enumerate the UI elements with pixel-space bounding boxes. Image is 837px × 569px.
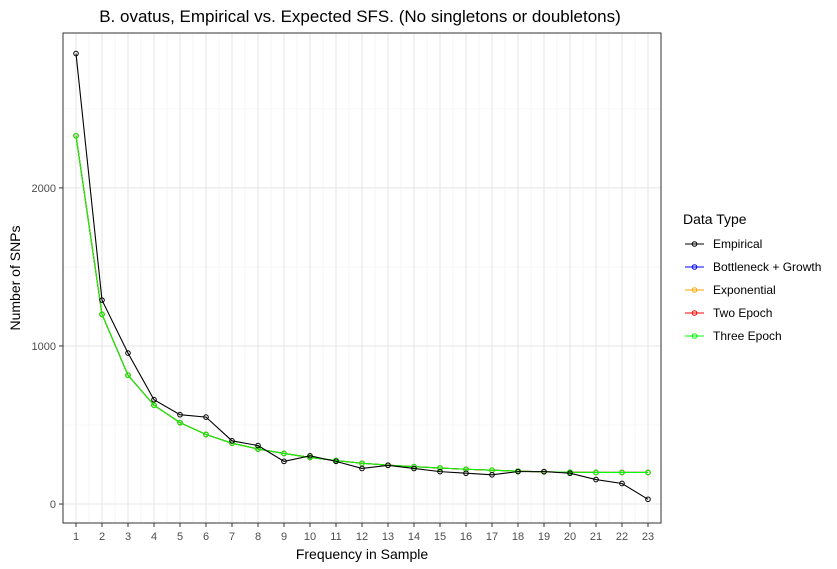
data-point — [645, 496, 651, 503]
data-point — [203, 414, 209, 420]
legend: Data Type Empirical Bottleneck + Growth Ex… — [683, 211, 821, 343]
y-tick-label: 2000 — [32, 183, 56, 195]
data-point — [411, 463, 417, 470]
series-line — [75, 53, 649, 500]
data-point — [463, 466, 469, 473]
y-tick-label: 1000 — [32, 341, 56, 353]
y-tick-label: 0 — [50, 499, 56, 511]
x-tick-label: 4 — [151, 531, 157, 543]
x-tick-label: 9 — [281, 531, 287, 543]
data-point — [281, 450, 287, 457]
x-tick-label: 22 — [616, 531, 628, 543]
legend-key-point — [691, 333, 698, 339]
x-tick-label: 16 — [460, 531, 472, 543]
x-tick-label: 17 — [486, 531, 498, 543]
x-tick-label: 3 — [125, 531, 131, 543]
data-point — [281, 458, 287, 465]
x-tick-label: 15 — [434, 531, 446, 543]
data-point — [99, 297, 105, 303]
x-tick-label: 8 — [255, 531, 261, 543]
legend-item: Two Epoch — [685, 306, 772, 320]
x-tick-label: 13 — [382, 531, 394, 543]
data-point — [359, 465, 365, 472]
data-point — [645, 469, 651, 476]
x-tick-label: 12 — [356, 531, 368, 543]
data-point — [437, 468, 443, 475]
data-point — [125, 372, 131, 379]
x-tick-label: 11 — [330, 531, 341, 543]
legend-key-point — [691, 287, 698, 293]
data-point — [177, 411, 183, 418]
x-axis: 1 2 3 4 5 6 7 8 9 10 11 12 13 14 15 16 17 18 19 20 21 22 23 — [73, 523, 654, 543]
data-point — [255, 446, 261, 452]
x-tick-label: 14 — [408, 531, 420, 543]
data-point — [463, 470, 469, 477]
data-point — [229, 438, 235, 444]
legend-key-point — [691, 241, 698, 247]
data-point — [151, 396, 157, 403]
data-point — [99, 311, 105, 318]
x-tick-label: 19 — [538, 531, 550, 543]
data-point — [359, 460, 365, 467]
y-axis-title: Number of SNPs — [7, 225, 23, 330]
data-point — [255, 442, 261, 449]
x-axis-title: Frequency in Sample — [296, 546, 429, 562]
x-tick-label: 23 — [642, 531, 654, 543]
x-tick-label: 1 — [73, 531, 79, 543]
y-axis: 0 1000 2000 — [32, 183, 63, 511]
data-point — [125, 350, 131, 356]
x-tick-label: 2 — [99, 531, 105, 543]
legend-item: Exponential — [685, 283, 776, 297]
data-point — [177, 419, 183, 426]
legend-item: Bottleneck + Growth — [685, 260, 821, 274]
legend-label: Bottleneck + Growth — [713, 260, 821, 274]
legend-item: Empirical — [685, 237, 762, 251]
x-tick-label: 18 — [512, 531, 524, 543]
x-tick-label: 6 — [203, 531, 209, 543]
data-point — [619, 469, 625, 476]
series-layer — [73, 50, 651, 503]
x-tick-label: 7 — [229, 531, 235, 543]
series-empirical — [73, 50, 651, 503]
legend-key-point — [691, 264, 698, 270]
legend-label: Three Epoch — [713, 329, 782, 343]
data-point — [567, 470, 573, 477]
x-tick-label: 20 — [564, 531, 576, 543]
grid-lines — [63, 33, 661, 523]
data-point — [437, 465, 443, 471]
data-point — [489, 471, 495, 478]
legend-item: Three Epoch — [685, 329, 782, 343]
x-tick-label: 5 — [177, 531, 183, 543]
legend-title: Data Type — [683, 211, 747, 227]
x-tick-label: 21 — [590, 531, 602, 543]
legend-key-point — [691, 310, 698, 316]
data-point — [385, 462, 391, 469]
data-point — [411, 465, 417, 472]
legend-label: Exponential — [713, 283, 776, 297]
data-point — [73, 50, 79, 57]
legend-label: Two Epoch — [713, 306, 772, 320]
data-point — [541, 468, 547, 475]
data-point — [515, 468, 521, 475]
data-point — [307, 453, 313, 459]
data-point — [333, 458, 339, 465]
data-point — [593, 469, 599, 476]
data-point — [73, 132, 79, 139]
data-point — [151, 402, 157, 409]
legend-label: Empirical — [713, 237, 762, 251]
data-point — [619, 480, 625, 487]
data-point — [593, 476, 599, 483]
data-point — [203, 431, 209, 438]
x-tick-label: 10 — [304, 531, 316, 543]
chart-title: B. ovatus, Empirical vs. Expected SFS. (… — [99, 7, 621, 26]
